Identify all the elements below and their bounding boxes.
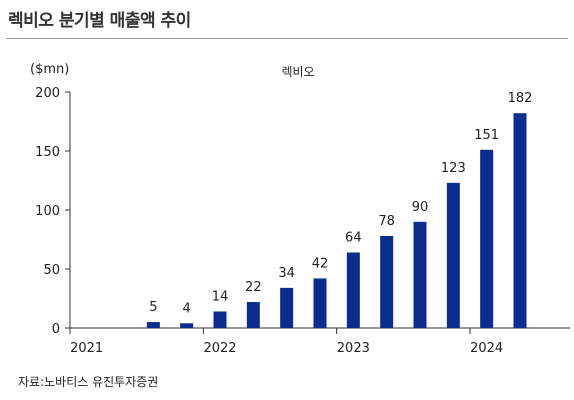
bar-value-label: 64 [345,230,362,245]
bar [380,235,394,328]
x-tick-label: 2023 [337,341,370,356]
bar [346,252,360,328]
y-tick-label: 200 [35,86,60,101]
x-tick-label: 2021 [70,341,103,356]
bar-value-label: 78 [378,214,395,229]
y-axis-label: ($mn) [30,62,69,77]
bar [246,302,260,328]
bar-value-label: 42 [312,256,329,271]
bar [480,149,494,328]
data-labels: 5 4 14 22 34 42 64 78 90 123 151 182 [149,91,532,316]
x-tick-label: 2024 [470,341,503,356]
bar [446,182,460,328]
bar-value-label: 4 [183,301,191,316]
y-tick-label: 0 [52,322,60,337]
bar [213,311,227,328]
title-divider [6,38,568,39]
bar-series [146,113,527,329]
page-title: 렉비오 분기별 매출액 추이 [8,11,191,31]
bar-value-label: 14 [212,289,229,304]
bar-value-label: 22 [245,280,262,295]
legend-entry: 렉비오 [281,65,314,79]
bar-value-label: 182 [508,91,533,106]
bar-value-label: 123 [441,161,466,176]
bar [180,323,194,328]
y-tick-label: 150 [35,145,60,160]
y-tick-label: 100 [35,204,60,219]
x-axis-ticks: 2021 2022 2023 2024 [69,328,503,356]
bar-value-label: 34 [278,266,295,281]
bar-value-label: 90 [412,200,429,215]
bar [513,113,527,329]
source-note: 자료:노바티스 유진투자증권 [18,375,159,389]
bar-value-label: 5 [149,300,157,315]
bar-value-label: 151 [474,128,499,143]
bar [313,278,327,328]
bar [413,221,427,328]
y-tick-label: 50 [43,263,60,278]
x-tick-label: 2022 [203,341,236,356]
bar [280,287,294,328]
y-axis-ticks: 0 50 100 150 200 [35,86,70,337]
bar [146,322,160,328]
